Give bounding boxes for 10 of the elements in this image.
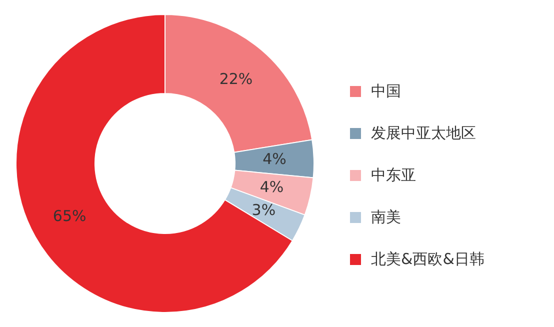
legend-label: 发展中亚太地区 [371, 124, 476, 142]
data-label: 22% [219, 70, 253, 88]
data-label: 4% [262, 150, 286, 168]
legend-label: 北美&西欧&日韩 [371, 250, 484, 268]
legend-label: 中东亚 [371, 166, 416, 184]
legend-label: 南美 [371, 208, 401, 226]
data-label: 65% [52, 207, 86, 226]
legend-label: 中国 [371, 82, 401, 100]
data-label: 4% [260, 178, 284, 196]
data-label: 3% [252, 200, 276, 219]
